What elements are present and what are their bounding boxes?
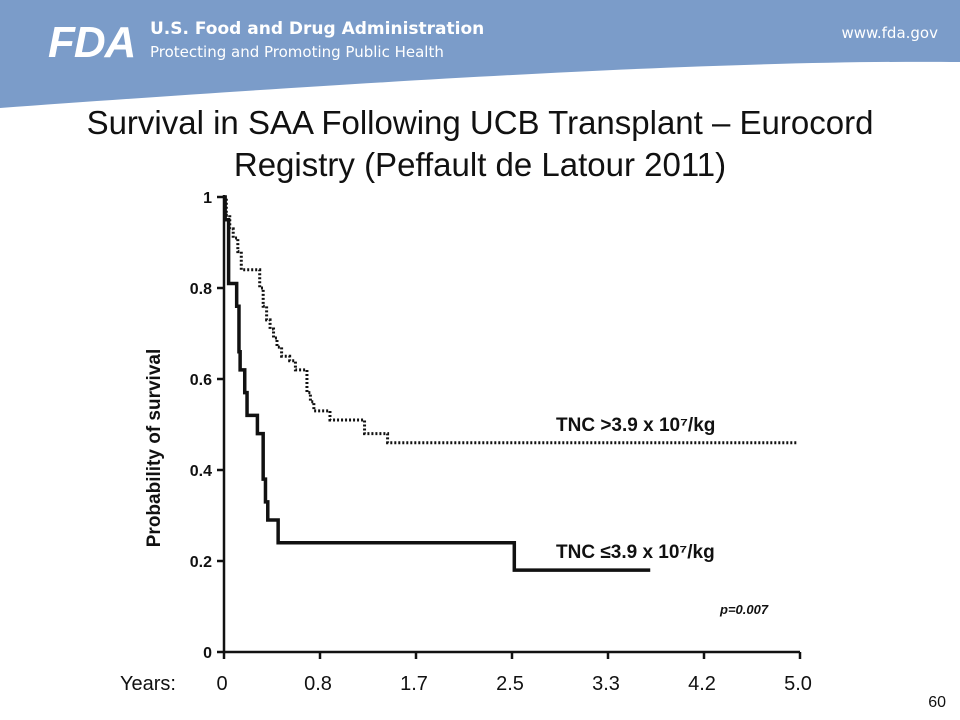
series-label-tnc-low: TNC ≤3.9 x 10⁷/kg	[556, 542, 715, 563]
series-line-tnc-high	[224, 195, 798, 445]
banner-shape	[0, 0, 960, 108]
y-tick-label: 0	[203, 645, 212, 662]
chart-series	[223, 195, 798, 572]
chart-axes: 0 0.2 0.4 0.6 0.8 1	[190, 190, 802, 662]
series-line-tnc-low	[223, 195, 651, 572]
slide-title-line-2: Registry (Peffault de Latour 2011)	[233, 146, 727, 183]
x-tick-label: 0	[216, 673, 228, 695]
series-label-tnc-high: TNC >3.9 x 10⁷/kg	[556, 415, 715, 436]
website-link[interactable]: www.fda.gov	[841, 24, 938, 42]
slide-title: Survival in SAA Following UCB Transplant…	[20, 102, 940, 186]
x-tick-label: 0.8	[304, 673, 332, 695]
agency-name: U.S. Food and Drug Administration	[150, 19, 485, 39]
x-tick-label: 1.7	[400, 673, 428, 695]
x-tick-label: 4.2	[688, 673, 716, 695]
y-tick-label: 0.4	[190, 463, 212, 480]
y-axis-label: Probability of survival	[144, 349, 165, 548]
y-tick-label: 1	[203, 190, 212, 207]
x-tick-label: 5.0	[784, 673, 812, 695]
p-value-annotation: p=0.007	[719, 602, 769, 617]
y-tick-label: 0.6	[190, 372, 212, 389]
y-tick-label: 0.8	[190, 281, 212, 298]
fda-header-banner	[0, 0, 960, 108]
x-axis-label: Years:	[120, 673, 176, 695]
y-tick-label: 0.2	[190, 554, 212, 571]
agency-tagline: Protecting and Promoting Public Health	[150, 43, 444, 61]
x-tick-label: 2.5	[496, 673, 524, 695]
slide-title-line-1: Survival in SAA Following UCB Transplant…	[86, 104, 874, 141]
fda-logo[interactable]: FDA	[48, 18, 136, 67]
slide-number: 60	[928, 694, 946, 711]
x-axis-years-row: Years: 0 0.8 1.7 2.5 3.3 4.2 5.0	[0, 673, 960, 703]
x-tick-label: 3.3	[592, 673, 620, 695]
